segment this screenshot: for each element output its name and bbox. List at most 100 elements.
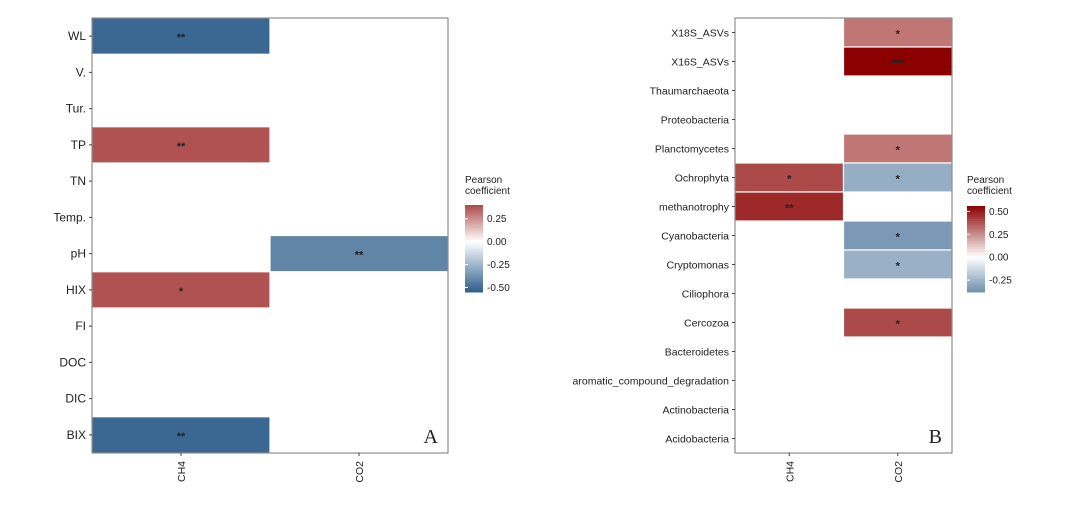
legend-gradient-step <box>967 285 985 289</box>
significance-label: * <box>179 286 184 298</box>
legend-gradient-step <box>465 274 483 278</box>
heatmap-cell <box>91 271 271 309</box>
legend-gradient-step <box>967 253 985 256</box>
legend-gradient-step <box>967 251 985 254</box>
legend-gradient-step <box>465 281 483 284</box>
y-tick-label: Actinobacteria <box>662 405 729 417</box>
legend-tick-label: 0.00 <box>989 253 1009 264</box>
y-tick-label: BIX <box>67 428 86 442</box>
y-tick-label: Acidobacteria <box>665 434 729 446</box>
significance-label: ** <box>785 203 794 215</box>
panel-A: *********WLV.Tur.TPTNTemp.pHHIXFIDOCDICB… <box>53 17 510 483</box>
legend-gradient-step <box>967 221 985 224</box>
panel-label: A <box>424 426 439 448</box>
heatmap-cell <box>91 17 271 55</box>
legend-gradient-step <box>967 259 985 263</box>
y-tick-label: Planctomycetes <box>655 144 729 156</box>
y-tick-label: Temp. <box>53 210 86 224</box>
legend-gradient-step <box>967 264 985 267</box>
legend-title: coefficient <box>967 186 1012 197</box>
legend-gradient-step <box>465 233 483 236</box>
y-tick-label: Ochrophyta <box>675 173 729 185</box>
legend-gradient-step <box>465 289 483 293</box>
y-tick-label: aromatic_compound_degradation <box>573 376 730 388</box>
legend-gradient-step <box>967 206 985 209</box>
legend-gradient-step <box>967 281 985 284</box>
legend-gradient-step <box>967 242 985 246</box>
heatmap-cell <box>734 191 845 222</box>
legend-gradient-step <box>465 263 483 267</box>
legend-gradient-step <box>967 240 985 244</box>
legend-gradient-step <box>967 233 985 237</box>
legend-gradient-step <box>465 248 483 252</box>
legend-title: Pearson <box>465 175 502 186</box>
significance-label: ** <box>355 250 364 262</box>
legend-gradient-step <box>465 239 483 243</box>
legend-gradient-step <box>967 212 985 216</box>
heatmap-cell <box>842 220 953 251</box>
legend-gradient-step <box>967 227 985 231</box>
legend-gradient-step <box>465 255 483 258</box>
legend-gradient-step <box>967 246 985 250</box>
legend-tick-label: -0.25 <box>989 276 1012 287</box>
plot-border <box>91 17 449 454</box>
y-tick-label: X18S_ASVs <box>671 28 729 40</box>
heatmap-cell <box>842 46 953 77</box>
significance-label: * <box>896 145 901 157</box>
legend-gradient-step <box>465 265 483 269</box>
legend-gradient-step <box>967 274 985 278</box>
legend-gradient-step <box>967 289 985 293</box>
legend-gradient-step <box>465 278 483 282</box>
y-tick-label: Cyanobacteria <box>661 231 729 243</box>
heatmap-cell <box>734 162 845 193</box>
legend-gradient-step <box>465 285 483 289</box>
significance-label: * <box>896 261 901 273</box>
y-tick-label: TN <box>70 174 86 188</box>
legend-gradient-step <box>967 266 985 269</box>
legend-gradient-step <box>967 287 985 291</box>
y-tick-label: Thaumarchaeota <box>650 86 730 98</box>
legend-gradient-step <box>465 228 483 232</box>
legend-gradient-step <box>967 214 985 218</box>
legend-gradient-step <box>465 220 483 223</box>
significance-label: * <box>896 319 901 331</box>
y-tick-label: TP <box>71 138 86 152</box>
legend-gradient-step <box>465 218 483 221</box>
y-tick-label: Cercozoa <box>684 318 729 330</box>
legend-gradient-step <box>465 246 483 249</box>
legend-gradient-step <box>465 283 483 286</box>
legend-gradient-step <box>465 205 483 208</box>
heatmap-cell <box>91 126 271 164</box>
y-tick-label: HIX <box>66 283 86 297</box>
legend-gradient-step <box>465 270 483 273</box>
legend-gradient-step <box>465 211 483 215</box>
legend-gradient-step <box>967 255 985 259</box>
y-tick-label: WL <box>68 29 86 43</box>
legend-gradient-step <box>967 223 985 226</box>
significance-label: ** <box>177 32 186 44</box>
legend-gradient-step <box>967 272 985 276</box>
legend-title: Pearson <box>967 175 1004 186</box>
legend-gradient-step <box>967 283 985 287</box>
legend-gradient-step <box>967 238 985 241</box>
legend-gradient-step <box>465 261 483 265</box>
legend-gradient-step <box>967 225 985 228</box>
legend-gradient-step <box>465 257 483 260</box>
y-tick-label: Bacteroidetes <box>665 347 729 359</box>
legend-gradient-step <box>465 241 483 245</box>
legend-gradient-step <box>465 250 483 254</box>
legend-title: coefficient <box>465 186 510 197</box>
y-tick-label: Cryptomonas <box>667 260 729 272</box>
legend-gradient-step <box>465 244 483 247</box>
x-tick-label: CO2 <box>893 461 905 483</box>
legend-tick-label: 0.50 <box>989 207 1009 218</box>
legend-gradient-step <box>465 272 483 276</box>
legend-gradient-step <box>465 224 483 228</box>
legend-gradient-step <box>967 218 985 222</box>
legend-gradient-step <box>967 268 985 271</box>
significance-label: * <box>896 174 901 186</box>
legend-tick-label: 0.00 <box>487 237 507 248</box>
legend-tick-label: -0.25 <box>487 260 510 271</box>
legend-gradient-step <box>967 231 985 235</box>
